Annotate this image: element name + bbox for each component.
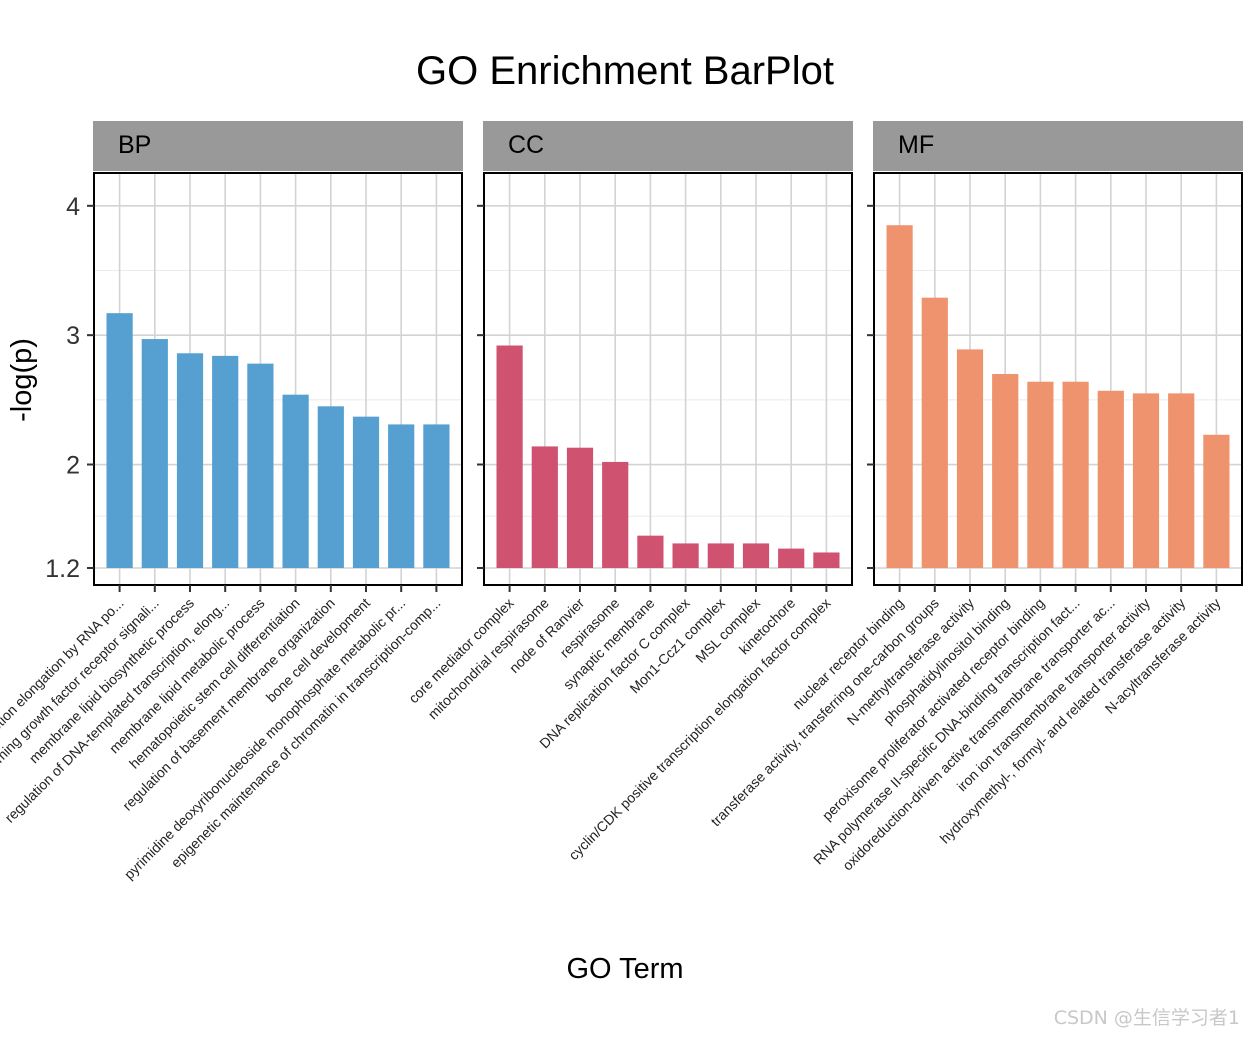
bar-bp-2: [141, 339, 168, 568]
x-axis-label: GO Term: [566, 953, 683, 985]
facet-strip: [483, 121, 853, 171]
panel-border: [873, 172, 1243, 586]
bar-bp-3: [176, 353, 204, 568]
bar-mf-10: [1203, 434, 1230, 568]
bar-bp-1: [106, 313, 133, 568]
facet-label: MF: [898, 131, 934, 159]
y-tick-label: 2: [66, 452, 80, 480]
chart-title: GO Enrichment BarPlot: [416, 49, 834, 93]
bar-mf-1: [886, 225, 913, 568]
bar-cc-3: [566, 447, 594, 568]
bar-bp-10: [423, 424, 450, 568]
bar-cc-10: [813, 552, 840, 568]
bar-mf-4: [992, 373, 1019, 568]
watermark: CSDN @生信学习者1: [1053, 1007, 1240, 1029]
bar-cc-2: [531, 446, 558, 568]
facet-strip: [93, 121, 463, 171]
bar-mf-6: [1062, 381, 1089, 568]
bar-bp-8: [352, 416, 380, 568]
panel-border: [93, 172, 463, 586]
bar-bp-6: [282, 394, 309, 568]
facet-label: BP: [118, 131, 151, 159]
y-tick-label: 3: [66, 322, 80, 350]
bar-cc-4: [602, 461, 629, 568]
bar-bp-5: [247, 363, 274, 568]
bar-cc-5: [637, 535, 664, 568]
bar-cc-6: [672, 543, 699, 568]
bar-bp-9: [388, 424, 415, 568]
bar-mf-2: [921, 297, 948, 568]
bar-mf-9: [1168, 393, 1195, 568]
bar-cc-8: [742, 543, 770, 568]
bar-cc-7: [707, 543, 734, 568]
bar-mf-7: [1097, 390, 1124, 568]
bar-bp-7: [317, 406, 344, 568]
bar-cc-1: [496, 345, 523, 568]
bar-cc-9: [778, 548, 805, 568]
y-axis-label: -log(p): [6, 338, 38, 422]
bar-bp-4: [212, 355, 239, 568]
facet-strip: [873, 121, 1243, 171]
bar-mf-8: [1132, 393, 1160, 568]
y-tick-label: 1.2: [45, 555, 80, 583]
bar-mf-5: [1027, 381, 1054, 568]
y-tick-label: 4: [66, 193, 80, 221]
facet-label: CC: [508, 131, 544, 159]
panel-border: [483, 172, 853, 586]
bar-mf-3: [956, 349, 984, 568]
